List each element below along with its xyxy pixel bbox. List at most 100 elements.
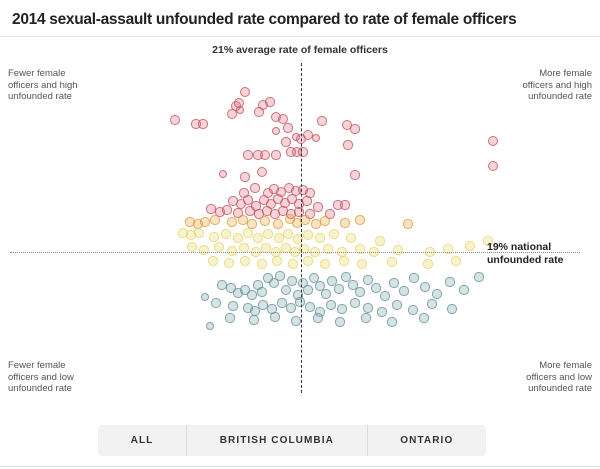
scatter-point[interactable] (377, 307, 387, 317)
scatter-point[interactable] (243, 228, 253, 238)
scatter-point[interactable] (278, 114, 288, 124)
scatter-point[interactable] (295, 297, 305, 307)
scatter-point[interactable] (214, 242, 224, 252)
scatter-point[interactable] (240, 172, 250, 182)
scatter-point[interactable] (287, 276, 297, 286)
scatter-point[interactable] (169, 114, 181, 126)
scatter-point[interactable] (393, 245, 403, 255)
scatter-point[interactable] (408, 305, 418, 315)
scatter-point[interactable] (337, 304, 347, 314)
scatter-point[interactable] (294, 207, 304, 217)
scatter-point[interactable] (222, 205, 232, 215)
scatter-point[interactable] (488, 136, 498, 146)
scatter-point[interactable] (369, 247, 379, 257)
scatter-point[interactable] (425, 247, 435, 257)
scatter-point[interactable] (459, 285, 469, 295)
scatter-point[interactable] (263, 273, 273, 283)
scatter-point[interactable] (303, 285, 313, 295)
scatter-point[interactable] (357, 259, 367, 269)
scatter-point[interactable] (483, 236, 493, 246)
scatter-point[interactable] (226, 283, 236, 293)
scatter-point[interactable] (277, 298, 287, 308)
scatter-point[interactable] (363, 303, 373, 313)
scatter-point[interactable] (315, 233, 325, 243)
scatter-point[interactable] (243, 150, 253, 160)
scatter-point[interactable] (488, 161, 498, 171)
scatter-point[interactable] (247, 290, 257, 300)
scatter-point[interactable] (317, 116, 327, 126)
scatter-point[interactable] (350, 298, 360, 308)
scatter-point[interactable] (341, 272, 351, 282)
scatter-point[interactable] (371, 283, 381, 293)
scatter-point[interactable] (361, 313, 371, 323)
scatter-point[interactable] (290, 247, 300, 257)
scatter-point[interactable] (291, 316, 301, 326)
scatter-point[interactable] (286, 303, 296, 313)
scatter-point[interactable] (321, 289, 331, 299)
scatter-point[interactable] (311, 219, 321, 229)
scatter-point[interactable] (451, 256, 461, 266)
scatter-point[interactable] (445, 277, 455, 287)
scatter-point[interactable] (299, 244, 309, 254)
scatter-point[interactable] (350, 170, 360, 180)
scatter-point[interactable] (387, 257, 397, 267)
scatter-point[interactable] (250, 183, 260, 193)
scatter-point[interactable] (339, 256, 349, 266)
scatter-point[interactable] (260, 216, 270, 226)
scatter-point[interactable] (265, 97, 275, 107)
scatter-point[interactable] (355, 244, 365, 254)
scatter-point[interactable] (389, 278, 399, 288)
scatter-point[interactable] (253, 233, 263, 243)
scatter-point[interactable] (392, 300, 402, 310)
scatter-point[interactable] (403, 219, 413, 229)
scatter-point[interactable] (225, 313, 235, 323)
scatter-point[interactable] (271, 150, 281, 160)
scatter-point[interactable] (334, 284, 344, 294)
scatter-point[interactable] (443, 244, 453, 254)
scatter-point[interactable] (240, 256, 250, 266)
scatter-point[interactable] (409, 273, 419, 283)
scatter-point[interactable] (329, 229, 339, 239)
scatter-point[interactable] (240, 285, 250, 295)
scatter-point[interactable] (380, 291, 390, 301)
scatter-point[interactable] (335, 317, 345, 327)
scatter-point[interactable] (228, 301, 238, 311)
scatter-point[interactable] (208, 256, 218, 266)
scatter-point[interactable] (323, 244, 333, 254)
scatter-point[interactable] (283, 229, 293, 239)
scatter-point[interactable] (298, 278, 308, 288)
scatter-point[interactable] (419, 313, 429, 323)
scatter-point[interactable] (283, 123, 293, 133)
scatter-point[interactable] (210, 215, 220, 225)
scatter-point[interactable] (187, 242, 197, 252)
region-filter-tabs[interactable]: ALL BRITISH COLUMBIA ONTARIO (98, 425, 486, 456)
scatter-point[interactable] (320, 259, 330, 269)
scatter-point[interactable] (256, 166, 268, 178)
scatter-point[interactable] (465, 241, 475, 251)
scatter-point[interactable] (272, 256, 282, 266)
scatter-point[interactable] (346, 233, 356, 243)
scatter-point[interactable] (447, 304, 457, 314)
scatter-point[interactable] (300, 215, 310, 225)
scatter-point[interactable] (474, 272, 484, 282)
scatter-point[interactable] (310, 247, 320, 257)
scatter-point[interactable] (355, 287, 365, 297)
scatter-point[interactable] (281, 137, 291, 147)
scatter-point[interactable] (340, 200, 350, 210)
scatter-point[interactable] (258, 300, 268, 310)
scatter-point[interactable] (269, 278, 279, 288)
scatter-point[interactable] (432, 289, 442, 299)
scatter-point[interactable] (206, 204, 216, 214)
scatter-point[interactable] (224, 258, 234, 268)
scatter-point[interactable] (233, 208, 243, 218)
scatter-point[interactable] (251, 247, 261, 257)
scatter-point[interactable] (350, 124, 360, 134)
scatter-point[interactable] (233, 233, 243, 243)
scatter-point[interactable] (387, 317, 397, 327)
scatter-point[interactable] (375, 236, 385, 246)
tab-british-columbia[interactable]: BRITISH COLUMBIA (186, 425, 367, 456)
scatter-point[interactable] (298, 147, 308, 157)
scatter-point[interactable] (240, 87, 250, 97)
scatter-point[interactable] (303, 230, 313, 240)
scatter-point[interactable] (325, 209, 335, 219)
